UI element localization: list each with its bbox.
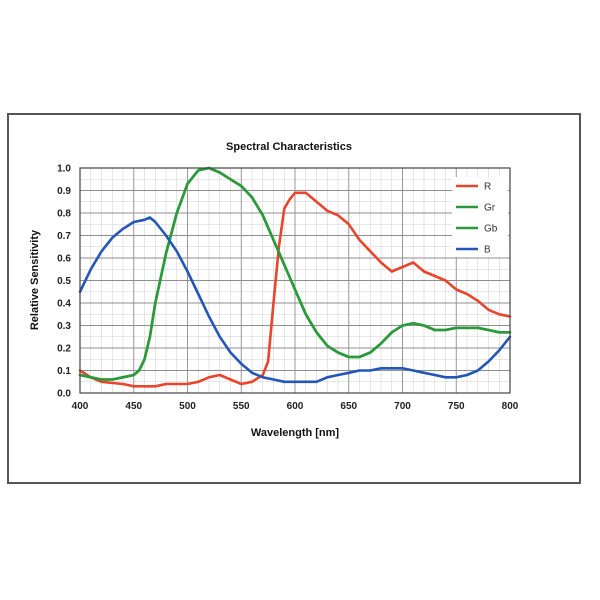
legend-label: R <box>484 182 491 193</box>
y-tick-label: 0.2 <box>57 344 71 355</box>
legend: R Gr Gb B <box>452 177 508 257</box>
axes: 400 450 500 550 600 650 700 750 800 0.0 0.1 0.2 0.3 0… <box>57 164 519 413</box>
y-tick-label: 0.9 <box>57 186 71 197</box>
y-tick-label: 0.1 <box>57 366 71 377</box>
y-tick-label: 0.7 <box>57 231 71 242</box>
x-tick-label: 400 <box>72 401 89 412</box>
y-axis-label: Relative Sensitivity <box>29 229 41 330</box>
x-tick-label: 550 <box>233 401 250 412</box>
series-line-b <box>78 216 512 384</box>
chart-title: Spectral Characteristics <box>226 141 352 153</box>
series-line-gb <box>78 166 512 381</box>
x-tick-label: 800 <box>502 401 519 412</box>
y-tick-label: 0.5 <box>57 276 71 287</box>
y-tick-label: 0.0 <box>57 389 71 400</box>
x-tick-label: 700 <box>394 401 411 412</box>
series-layer <box>78 166 512 388</box>
x-tick-label: 650 <box>340 401 357 412</box>
x-tick-label: 450 <box>125 401 142 412</box>
legend-box <box>452 177 508 257</box>
x-tick-label: 500 <box>179 401 196 412</box>
y-tick-label: 0.3 <box>57 321 71 332</box>
plot-border <box>79 167 511 394</box>
x-axis-label: Wavelength [nm] <box>251 427 340 439</box>
grid <box>79 167 511 394</box>
y-tick-label: 0.8 <box>57 209 71 220</box>
legend-label: Gr <box>484 203 496 214</box>
x-tick-label: 750 <box>448 401 465 412</box>
y-tick-label: 1.0 <box>57 164 71 175</box>
legend-label: Gb <box>484 224 498 235</box>
y-tick-label: 0.6 <box>57 254 71 265</box>
x-tick-label: 600 <box>287 401 304 412</box>
legend-label: B <box>484 245 491 256</box>
y-tick-label: 0.4 <box>57 299 71 310</box>
series-line-r <box>78 191 512 388</box>
